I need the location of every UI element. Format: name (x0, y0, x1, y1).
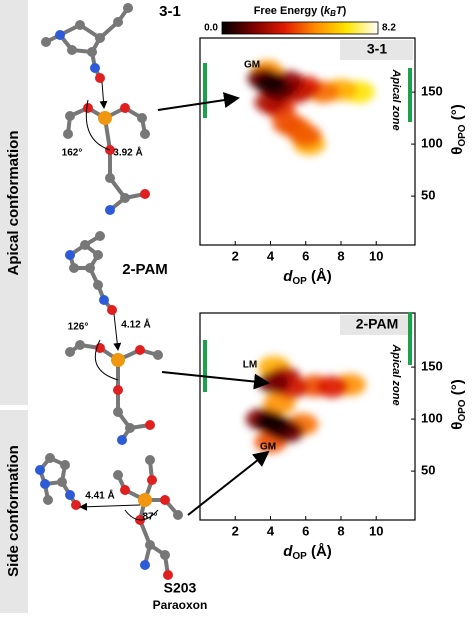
density-cell (254, 72, 287, 95)
text: OP (292, 551, 307, 562)
text: θ (449, 147, 466, 155)
distance-label: 4.12 Å (121, 318, 150, 331)
distance-arrow (79, 502, 141, 511)
angle-arc (85, 99, 111, 151)
density-cell (254, 411, 287, 434)
text: Free Energy ( (254, 5, 325, 17)
substrate-label: Paraoxon (153, 598, 208, 612)
arrow (161, 371, 270, 390)
colorbar (221, 21, 379, 35)
panel-tag-bg (340, 40, 413, 60)
x-tick-label: 10 (369, 248, 383, 263)
angle-label: 87° (142, 512, 157, 523)
x-axis-label: dOP (Å) (283, 268, 332, 287)
x-tick-label: 6 (302, 248, 309, 263)
atoms (35, 453, 183, 580)
side-label: Side conformation (5, 445, 22, 577)
text: d (283, 268, 293, 285)
text: (Å) (307, 268, 332, 285)
angle-label: 162° (62, 148, 83, 159)
distance-label: 4.41 Å (85, 489, 114, 502)
atoms (41, 3, 150, 215)
x-tick-label: 10 (369, 523, 383, 538)
annotation: GM (260, 442, 276, 453)
side-bar (0, 410, 28, 613)
x-tick-label: 8 (337, 248, 344, 263)
y-tick-label: 150 (421, 359, 443, 374)
text: OPO (457, 399, 468, 421)
zone-label: Apical zone (390, 68, 402, 130)
panel-tag-bg (340, 315, 413, 335)
colorbar-tick-label: 0.0 (204, 23, 218, 34)
x-axis-label: dOP (Å) (283, 543, 332, 562)
x-tick-label: 4 (267, 523, 275, 538)
distance-arrow (113, 313, 122, 351)
plot-frame (199, 37, 416, 246)
side-bar (0, 0, 28, 405)
text: (°) (449, 379, 466, 399)
y-tick-label: 100 (421, 136, 443, 151)
angle-arc (95, 339, 119, 381)
text: OPO (457, 124, 468, 146)
x-tick-label: 2 (232, 248, 239, 263)
density-cell (289, 124, 322, 147)
y-tick-label: 150 (421, 84, 443, 99)
ligand-label: 2-PAM (122, 261, 168, 278)
angle-arc (124, 509, 159, 521)
distance-label: 3.92 Å (113, 146, 142, 159)
x-tick-label: 8 (337, 523, 344, 538)
heatmap (247, 60, 375, 156)
side-label: Apical conformation (5, 130, 22, 275)
text: k (324, 5, 331, 17)
angle-label: 126° (68, 322, 89, 333)
plot-frame (199, 312, 416, 521)
panel-tag: 2-PAM (356, 316, 399, 332)
y-tick-label: 50 (421, 188, 435, 203)
text: d (283, 543, 293, 560)
density-cell (316, 375, 349, 398)
text: OP (292, 276, 307, 287)
zone-label: Apical zone (390, 343, 402, 405)
atoms (65, 231, 163, 445)
text: B (330, 9, 336, 18)
distance-arrow (99, 81, 108, 109)
heatmap (245, 356, 366, 453)
y-tick-label: 100 (421, 411, 443, 426)
ligand-label: 3-1 (159, 3, 181, 20)
residue-label: S203 (164, 580, 197, 596)
panel-tag: 3-1 (367, 41, 387, 57)
x-tick-label: 4 (267, 248, 275, 263)
x-tick-label: 6 (302, 523, 309, 538)
annotation: GM (244, 60, 260, 71)
x-tick-label: 2 (232, 523, 239, 538)
text: ) (343, 5, 347, 17)
text: (°) (449, 104, 466, 124)
arrow (157, 92, 240, 111)
annotation: LM (243, 360, 257, 371)
y-tick-label: 50 (421, 463, 435, 478)
text: (Å) (307, 543, 332, 560)
y-axis-label: θOPO (°) (449, 379, 468, 430)
arrow (187, 450, 270, 516)
y-axis-label: θOPO (°) (449, 104, 468, 155)
text: θ (449, 422, 466, 430)
colorbar-title: Free Energy (kBT) (254, 5, 347, 18)
text: T (336, 5, 344, 17)
colorbar-tick-label: 8.2 (382, 23, 396, 34)
